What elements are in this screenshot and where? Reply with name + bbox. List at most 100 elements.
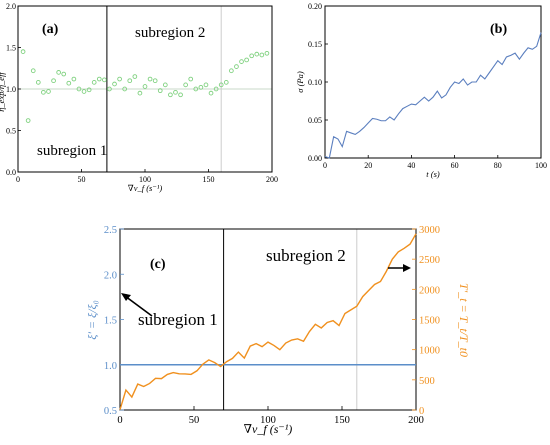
data-point — [46, 89, 51, 94]
data-point — [122, 86, 128, 92]
x-tick-label: 0 — [323, 161, 327, 170]
stress-series-line — [324, 32, 542, 159]
y-left-tick-label: 2.5 — [104, 225, 117, 236]
data-point — [183, 82, 188, 88]
y-right-tick-label: 500 — [419, 376, 435, 387]
x-tick-label: 200 — [266, 175, 278, 184]
data-point — [203, 82, 209, 88]
x-tick-label: 80 — [494, 161, 502, 170]
data-point — [234, 64, 239, 69]
data-point — [229, 68, 234, 74]
x-tick-label: 50 — [189, 415, 200, 426]
data-point — [132, 74, 138, 79]
panel-b: 0 20 40 60 80 100 0.00 0.05 0.10 0.15 0.20 (b) t (s)… — [295, 2, 547, 179]
data-point — [25, 118, 31, 123]
data-point — [152, 78, 158, 84]
data-point — [71, 76, 77, 82]
y-left-tick-label: 1.5 — [104, 316, 117, 327]
data-point — [178, 92, 183, 98]
data-point — [157, 88, 163, 94]
data-point — [137, 90, 143, 96]
y-tick-label: 0.0 — [6, 168, 16, 177]
y-left-tick-label: 2.0 — [104, 270, 117, 281]
y-axis-label: σ (Pa) — [295, 71, 305, 93]
data-point — [66, 80, 72, 86]
data-point — [198, 84, 204, 90]
y-tick-label: 1.5 — [6, 44, 16, 53]
y-left-tick-label: 1.0 — [104, 361, 117, 372]
left-axis-arrow — [124, 295, 153, 317]
data-point — [254, 51, 260, 57]
y-right-tick-label: 1000 — [419, 346, 440, 357]
y-tick-label: 0.00 — [308, 154, 322, 163]
data-point — [142, 84, 148, 89]
data-point — [127, 78, 133, 84]
data-point — [81, 89, 87, 94]
region-label-1: subregion 1 — [37, 143, 107, 159]
y-right-tick-label: 2500 — [419, 255, 440, 266]
data-point — [107, 86, 112, 92]
data-point — [193, 86, 199, 92]
panel-label-c: (c) — [150, 257, 166, 272]
tt-series-line — [119, 233, 417, 410]
data-point — [35, 80, 41, 85]
data-point — [91, 80, 97, 85]
y-right-tick-label: 3000 — [419, 225, 440, 236]
data-point — [51, 78, 56, 84]
x-tick-label: 50 — [78, 175, 86, 184]
x-tick-label: 100 — [535, 161, 547, 170]
y-right-axis-label: T'_t = T_t/T_t0 — [457, 283, 471, 357]
x-axis-label: ∇v_f (s⁻¹) — [128, 183, 163, 193]
data-point — [239, 59, 244, 64]
x-tick-label: 0 — [16, 175, 20, 184]
data-point — [244, 57, 249, 63]
x-tick-label: 200 — [408, 415, 424, 426]
region-label-1: subregion 1 — [138, 310, 218, 329]
y-tick-label: 2.0 — [6, 2, 16, 11]
y-tick-label: 0.10 — [308, 78, 322, 87]
y-tick-label: 0.5 — [6, 127, 16, 136]
x-tick-label: 40 — [407, 161, 415, 170]
data-point — [76, 86, 82, 92]
data-point — [213, 86, 219, 92]
data-point — [117, 76, 122, 82]
data-point — [96, 76, 102, 82]
panel-label-a: (a) — [42, 22, 59, 37]
y-right-tick-label: 2000 — [419, 285, 440, 296]
x-tick-label: 150 — [203, 175, 215, 184]
data-point — [188, 76, 194, 82]
data-point — [61, 71, 67, 77]
data-point — [41, 89, 46, 95]
data-point — [102, 77, 107, 83]
data-point — [264, 50, 270, 56]
data-point — [249, 53, 255, 59]
region-label-2: subregion 2 — [135, 25, 205, 41]
data-point — [86, 87, 92, 93]
y-tick-label: 1.0 — [6, 85, 16, 94]
data-point — [147, 76, 153, 82]
x-tick-label: 60 — [451, 161, 459, 170]
y-tick-label: 0.20 — [308, 2, 322, 11]
y-tick-label: 0.15 — [308, 40, 322, 49]
panel-c: 0 50 100 150 200 0.5 1.0 1.5 2.0 2.5 0 500 1000 1500 2… — [85, 225, 471, 436]
x-tick-label: 150 — [334, 415, 350, 426]
y-left-axis-label: ξ' = ξ/ξ₀ — [85, 300, 99, 340]
x-tick-label: 100 — [139, 175, 151, 184]
right-axis-arrowhead — [403, 264, 411, 272]
y-left-tick-label: 0.5 — [104, 406, 117, 417]
panel-a: 0 50 100 150 200 0.0 0.5 1.0 1.5 2.0 (a) subregion … — [0, 2, 278, 193]
data-point — [162, 82, 168, 88]
data-point — [112, 81, 117, 87]
y-axis-label: η_exp/η_eff — [0, 71, 6, 112]
data-point — [30, 68, 36, 74]
data-point — [223, 80, 229, 85]
data-point — [56, 70, 61, 75]
data-point — [173, 89, 178, 95]
data-point — [208, 90, 214, 96]
panel-label-b: (b) — [490, 22, 507, 37]
y-right-tick-label: 1500 — [419, 316, 440, 327]
left-axis-arrowhead — [121, 293, 131, 301]
data-point — [218, 82, 224, 88]
data-point — [20, 49, 26, 54]
